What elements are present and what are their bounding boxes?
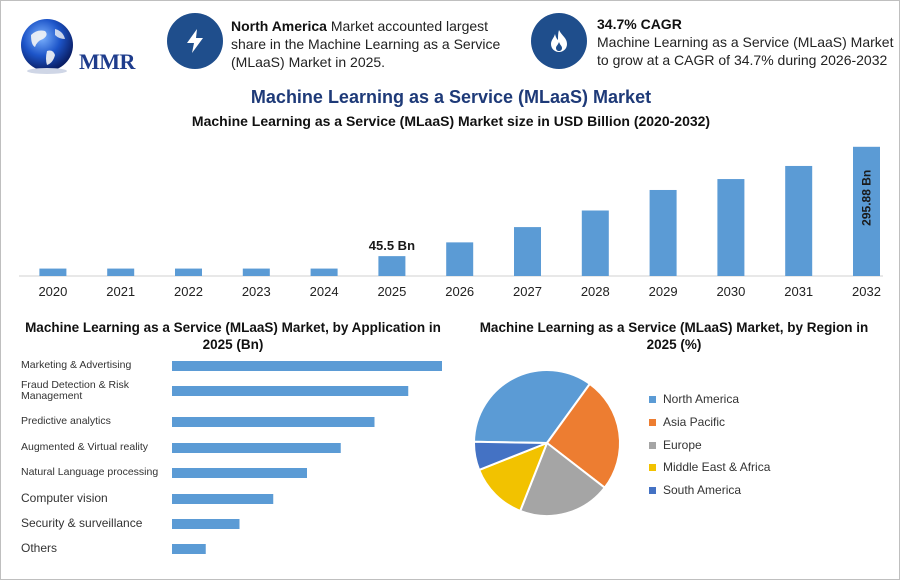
legend-item: Asia Pacific <box>649 414 725 430</box>
market-bar-2023 <box>242 268 270 276</box>
pie-slice-north-america <box>472 369 592 445</box>
market-bar-2027 <box>514 227 541 276</box>
application-bar <box>172 361 442 371</box>
page-title: Machine Learning as a Service (MLaaS) Ma… <box>250 87 652 107</box>
application-bar <box>172 443 341 453</box>
application-label: Security & surveillance <box>21 516 143 530</box>
application-bar <box>172 544 206 554</box>
flame-icon <box>551 30 567 52</box>
pie-slice-south-america <box>473 440 548 472</box>
pie-slice-middle-east-africa <box>477 441 549 513</box>
application-label: Augmented & Virtual reality <box>21 441 149 453</box>
market-bar-2022 <box>175 268 202 276</box>
application-bar-chart <box>172 361 442 554</box>
x-tick-label: 2020 <box>38 284 67 299</box>
x-tick-label: 2026 <box>445 284 474 299</box>
legend-label: South America <box>663 483 742 497</box>
x-tick-label: 2031 <box>784 284 813 299</box>
legend-item: North America <box>649 391 739 407</box>
legend-label: Asia Pacific <box>663 415 726 429</box>
market-size-bar-chart: 2020 2021 2022 2023 2024 2025 2026 2027 2028 2029… <box>19 146 883 299</box>
region-chart-title: Machine Learning as a Service (MLaaS) Ma… <box>479 320 869 352</box>
legend-item: Europe <box>649 437 702 453</box>
highlight-text-1: North America Market accounted largest s… <box>231 18 501 70</box>
market-bar-2031 <box>785 165 813 276</box>
market-bar-2021 <box>107 268 135 276</box>
highlight-text-2: 34.7% CAGR Machine Learning as a Service… <box>597 16 894 68</box>
market-bar-2030 <box>717 179 745 276</box>
application-label: Predictive analytics <box>21 415 111 427</box>
highlight-badge-2 <box>531 13 587 69</box>
pie-slice-asia-pacific <box>545 382 621 490</box>
data-label-2032: 295.88 Bn <box>860 170 874 226</box>
legend-label: Middle East & Africa <box>663 460 771 474</box>
application-bar <box>172 468 307 478</box>
legend-swatch <box>649 441 656 449</box>
market-bar-2032 <box>853 146 880 276</box>
legend-swatch <box>649 463 656 471</box>
region-pie-chart <box>472 369 621 517</box>
logo-text: MMR <box>79 49 135 74</box>
legend-swatch <box>649 395 656 403</box>
highlight-badge-1 <box>167 13 223 69</box>
legend-item: Middle East & Africa <box>649 459 770 475</box>
x-tick-label: 2032 <box>852 284 881 299</box>
x-tick-label: 2023 <box>242 284 271 299</box>
application-label: Computer vision <box>21 491 108 505</box>
x-tick-label: 2027 <box>513 284 542 299</box>
application-label: Natural Language processing <box>21 466 159 478</box>
market-bar-2020 <box>39 268 67 276</box>
x-tick-label: 2021 <box>106 284 135 299</box>
x-tick-label: 2024 <box>310 284 339 299</box>
market-bar-2028 <box>581 210 609 276</box>
legend-item: South America <box>649 482 741 498</box>
data-label-2025: 45.5 Bn <box>369 238 415 253</box>
application-bar <box>172 519 240 529</box>
x-tick-label: 2028 <box>581 284 610 299</box>
market-bar-2026 <box>446 242 474 276</box>
application-bar <box>172 494 274 504</box>
legend-swatch <box>649 418 656 426</box>
application-chart-title: Machine Learning as a Service (MLaaS) Ma… <box>25 320 441 352</box>
mmr-logo: MMR <box>17 15 147 79</box>
application-label: Marketing & Advertising <box>21 359 132 371</box>
x-tick-label: 2029 <box>649 284 678 299</box>
application-bar <box>172 386 409 396</box>
market-bar-2024 <box>310 268 338 276</box>
lightning-icon <box>187 29 203 53</box>
x-tick-label: 2025 <box>377 284 406 299</box>
legend-label: Europe <box>663 438 702 452</box>
market-bar-2025 <box>378 256 406 276</box>
legend-label: North America <box>663 392 740 406</box>
globe-icon <box>21 19 73 74</box>
application-label: Fraud Detection & Risk Management <box>21 379 129 402</box>
x-tick-label: 2022 <box>174 284 203 299</box>
application-label: Others <box>21 541 58 555</box>
application-bar <box>172 417 375 427</box>
market-bar-2029 <box>649 189 677 276</box>
legend-swatch <box>649 486 656 494</box>
chart-subtitle: Machine Learning as a Service (MLaaS) Ma… <box>191 113 711 129</box>
x-tick-label: 2030 <box>716 284 745 299</box>
pie-slice-europe <box>518 441 607 517</box>
